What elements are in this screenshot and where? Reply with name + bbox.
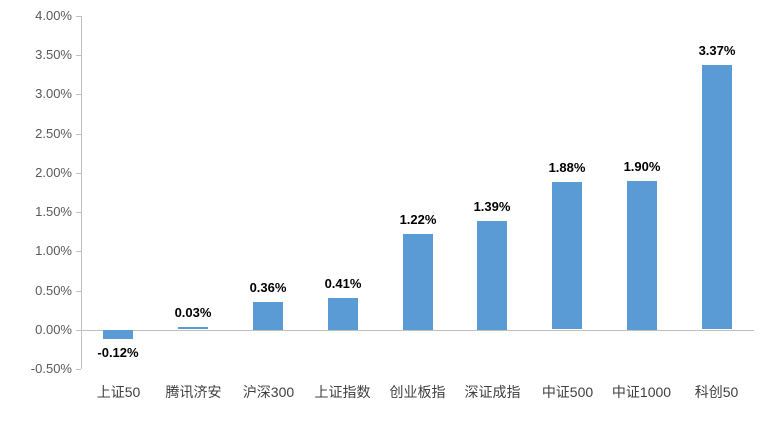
bar <box>627 181 657 330</box>
x-category-label: 腾讯济安 <box>165 384 222 400</box>
bar-value-label: 1.39% <box>473 199 511 214</box>
bar <box>552 182 582 329</box>
x-category-label: 上证指数 <box>314 384 371 400</box>
y-tick-label: 2.00% <box>35 165 72 180</box>
y-tick-label: -0.50% <box>30 361 72 376</box>
y-tick-label: 0.50% <box>35 283 72 298</box>
bar <box>328 298 358 330</box>
x-category-label: 中证1000 <box>611 384 672 400</box>
bar <box>477 221 507 330</box>
bar-value-label: 1.88% <box>548 160 586 175</box>
y-tick-mark <box>76 291 81 292</box>
x-category-label: 中证500 <box>541 384 594 400</box>
bar <box>702 65 732 329</box>
bar <box>178 327 208 329</box>
bar-value-label: 0.36% <box>249 280 287 295</box>
bar-value-label: 3.37% <box>698 43 736 58</box>
bar-value-label: 1.22% <box>399 212 437 227</box>
bar <box>103 330 133 339</box>
bar <box>253 302 283 330</box>
y-tick-mark <box>76 173 81 174</box>
bar-value-label: -0.12% <box>97 345 139 360</box>
bar <box>403 234 433 330</box>
x-category-label: 创业板指 <box>389 384 446 400</box>
y-tick-label: 3.00% <box>35 86 72 101</box>
y-tick-label: 3.50% <box>35 47 72 62</box>
y-tick-mark <box>76 94 81 95</box>
x-category-label: 深证成指 <box>464 384 521 400</box>
bar-value-label: 1.90% <box>623 159 661 174</box>
x-category-label: 上证50 <box>96 384 141 400</box>
y-tick-mark <box>76 330 81 331</box>
bar-value-label: 0.03% <box>174 305 212 320</box>
y-tick-label: 1.00% <box>35 243 72 258</box>
y-tick-label: 1.50% <box>35 204 72 219</box>
y-tick-mark <box>76 55 81 56</box>
y-tick-label: 2.50% <box>35 126 72 141</box>
y-tick-mark <box>76 212 81 213</box>
y-tick-label: 4.00% <box>35 8 72 23</box>
y-tick-mark <box>76 16 81 17</box>
y-tick-mark <box>76 369 81 370</box>
x-category-label: 科创50 <box>694 384 739 400</box>
y-tick-mark <box>76 134 81 135</box>
y-tick-mark <box>76 251 81 252</box>
y-axis-line <box>81 16 82 369</box>
x-axis-baseline <box>81 330 754 331</box>
bar-value-label: 0.41% <box>324 276 362 291</box>
x-category-label: 沪深300 <box>242 384 295 400</box>
y-tick-label: 0.00% <box>35 322 72 337</box>
